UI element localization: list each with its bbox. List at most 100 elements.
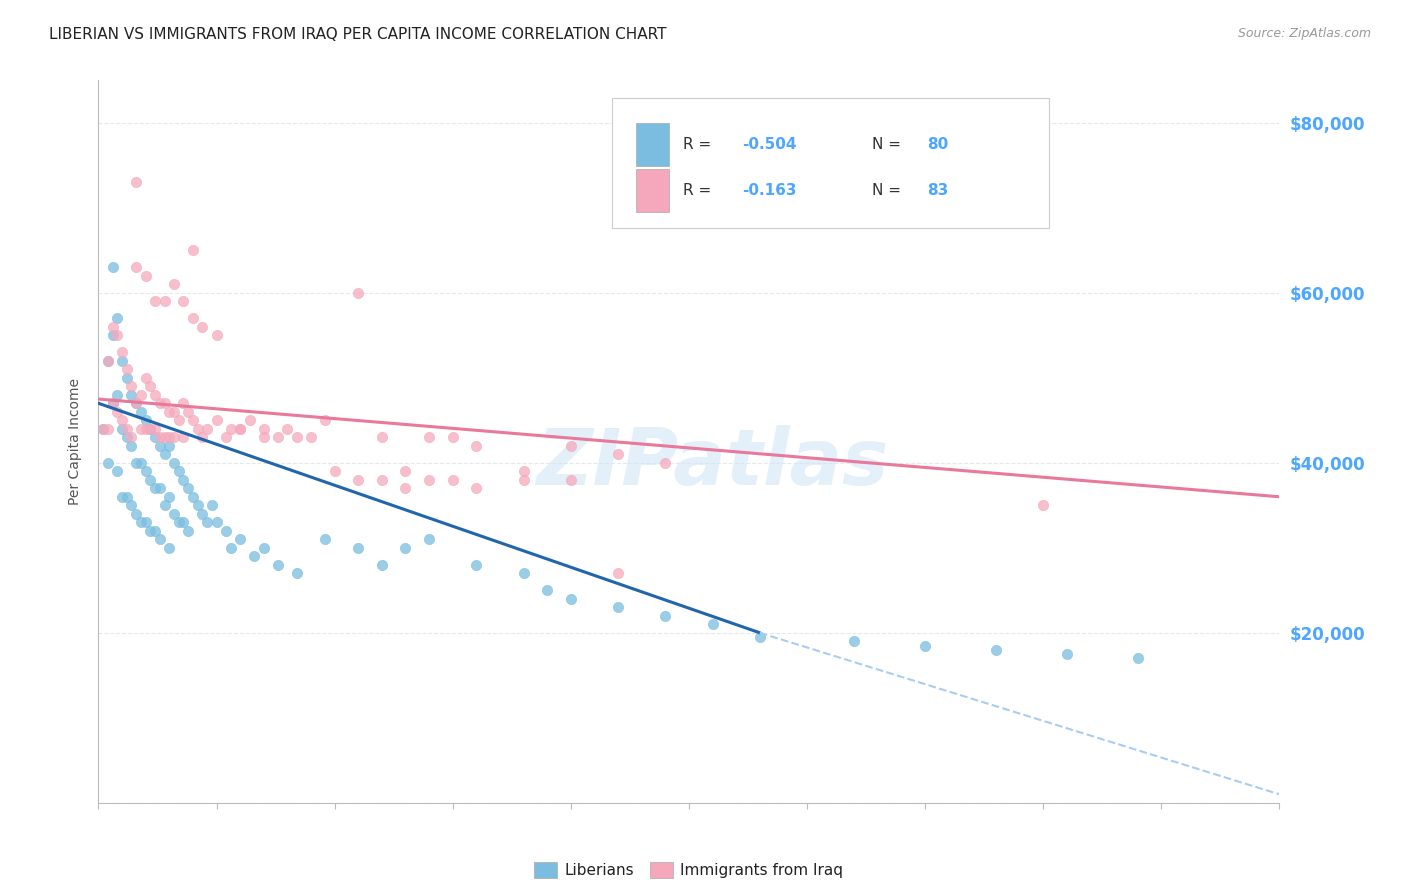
Point bbox=[115, 430, 138, 444]
Point bbox=[243, 549, 266, 564]
Point bbox=[229, 422, 252, 436]
Point bbox=[441, 473, 464, 487]
Point bbox=[172, 473, 194, 487]
Point bbox=[125, 396, 148, 410]
Text: N =: N = bbox=[872, 137, 905, 153]
Point bbox=[172, 430, 194, 444]
Point bbox=[157, 490, 180, 504]
Point bbox=[135, 422, 157, 436]
Point bbox=[607, 566, 630, 581]
Point bbox=[914, 639, 936, 653]
FancyBboxPatch shape bbox=[612, 98, 1049, 228]
Point bbox=[177, 481, 200, 495]
Point bbox=[177, 405, 200, 419]
Point bbox=[143, 422, 166, 436]
Point bbox=[153, 430, 176, 444]
Point bbox=[163, 456, 186, 470]
Point bbox=[560, 439, 582, 453]
Point bbox=[143, 524, 166, 538]
Point bbox=[163, 405, 186, 419]
Point bbox=[201, 498, 224, 512]
Point bbox=[135, 268, 157, 283]
Point bbox=[135, 371, 157, 385]
Point bbox=[347, 285, 370, 300]
Point bbox=[149, 481, 172, 495]
Point bbox=[139, 524, 162, 538]
Point bbox=[139, 473, 162, 487]
Point bbox=[163, 507, 186, 521]
Point bbox=[215, 524, 238, 538]
Point bbox=[91, 422, 114, 436]
Point bbox=[163, 277, 186, 292]
Point bbox=[115, 490, 138, 504]
Point bbox=[465, 481, 488, 495]
Point bbox=[314, 533, 336, 547]
Point bbox=[177, 524, 200, 538]
Bar bbox=[636, 169, 669, 212]
Point bbox=[418, 473, 440, 487]
Text: N =: N = bbox=[872, 183, 905, 198]
Point bbox=[607, 447, 630, 461]
Point bbox=[187, 498, 209, 512]
Point bbox=[135, 516, 157, 530]
Point bbox=[121, 388, 143, 402]
Point bbox=[205, 413, 228, 427]
Point bbox=[181, 311, 204, 326]
Point bbox=[125, 456, 148, 470]
Point bbox=[314, 413, 336, 427]
Legend: Liberians, Immigrants from Iraq: Liberians, Immigrants from Iraq bbox=[534, 863, 844, 879]
Point bbox=[191, 507, 214, 521]
Point bbox=[347, 473, 370, 487]
Point bbox=[229, 533, 252, 547]
Point bbox=[239, 413, 262, 427]
Point bbox=[157, 405, 180, 419]
Point bbox=[139, 379, 162, 393]
Point bbox=[172, 516, 194, 530]
Point bbox=[267, 430, 290, 444]
Point bbox=[167, 413, 190, 427]
Point bbox=[125, 396, 148, 410]
Point bbox=[101, 396, 124, 410]
Point bbox=[323, 464, 346, 478]
Point bbox=[121, 498, 143, 512]
Point bbox=[153, 396, 176, 410]
Point bbox=[105, 311, 128, 326]
Point bbox=[105, 328, 128, 343]
Point bbox=[101, 319, 124, 334]
Point bbox=[195, 516, 218, 530]
Point bbox=[172, 396, 194, 410]
Point bbox=[167, 516, 190, 530]
Point bbox=[299, 430, 322, 444]
Point bbox=[844, 634, 866, 648]
Point bbox=[101, 396, 124, 410]
Point bbox=[101, 260, 124, 275]
Y-axis label: Per Capita Income: Per Capita Income bbox=[69, 378, 83, 505]
Point bbox=[91, 422, 114, 436]
Point bbox=[121, 430, 143, 444]
Point bbox=[654, 608, 676, 623]
Text: 80: 80 bbox=[928, 137, 949, 153]
Point bbox=[371, 473, 394, 487]
Point bbox=[115, 371, 138, 385]
Point bbox=[285, 430, 308, 444]
Point bbox=[465, 558, 488, 572]
Point bbox=[607, 600, 630, 615]
Point bbox=[371, 430, 394, 444]
Point bbox=[536, 583, 558, 598]
Point bbox=[97, 353, 120, 368]
Text: -0.504: -0.504 bbox=[742, 137, 797, 153]
Point bbox=[115, 362, 138, 376]
Point bbox=[157, 541, 180, 555]
Text: 83: 83 bbox=[928, 183, 949, 198]
Point bbox=[105, 405, 128, 419]
Point bbox=[702, 617, 724, 632]
Point bbox=[181, 490, 204, 504]
Point bbox=[267, 558, 290, 572]
Point bbox=[129, 405, 152, 419]
Point bbox=[253, 541, 276, 555]
Point bbox=[441, 430, 464, 444]
Point bbox=[512, 464, 534, 478]
Point bbox=[276, 422, 298, 436]
Point bbox=[149, 396, 172, 410]
Point bbox=[1126, 651, 1149, 665]
